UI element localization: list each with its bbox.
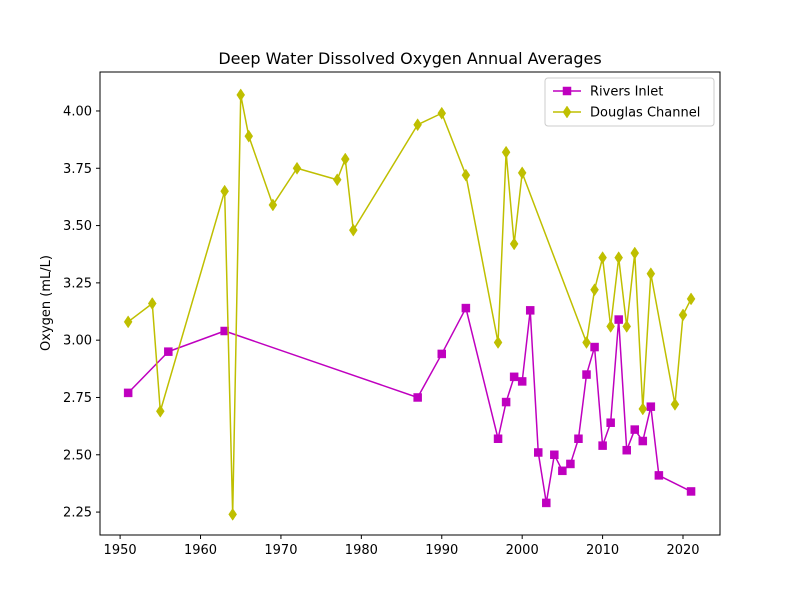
data-point-douglas-channel: [646, 267, 656, 281]
data-point-douglas-channel: [630, 246, 640, 260]
y-axis-title: Oxygen (mL/L): [39, 255, 54, 351]
y-tick-label: 4.00: [63, 104, 92, 119]
x-tick-label: 2010: [586, 543, 619, 558]
data-point-rivers-inlet: [574, 434, 583, 443]
legend-label-douglas-channel: Douglas Channel: [590, 106, 700, 121]
data-point-rivers-inlet: [566, 459, 575, 469]
data-point-douglas-channel: [493, 336, 503, 349]
data-point-douglas-channel: [517, 166, 527, 180]
data-point-douglas-channel: [622, 319, 632, 333]
x-tick-label: 2020: [666, 543, 699, 558]
x-tick-label: 1950: [104, 543, 137, 558]
data-point-douglas-channel: [244, 129, 254, 143]
data-point-douglas-channel: [678, 308, 688, 322]
data-point-douglas-channel: [292, 161, 302, 175]
x-tick-label: 2000: [506, 543, 539, 558]
data-point-douglas-channel: [236, 88, 246, 102]
data-point-douglas-channel: [582, 336, 591, 349]
y-tick-label: 3.50: [63, 219, 92, 234]
data-point-rivers-inlet: [550, 450, 559, 460]
y-tick-label: 3.75: [63, 162, 92, 177]
data-point-douglas-channel: [349, 223, 358, 237]
data-point-douglas-channel: [268, 198, 278, 212]
data-point-douglas-channel: [670, 397, 680, 411]
data-point-douglas-channel: [638, 402, 648, 416]
axes-frame: [99, 71, 721, 536]
y-tick-label: 2.50: [63, 448, 92, 463]
series-line-rivers-inlet: [127, 307, 692, 504]
data-point-rivers-inlet: [517, 377, 527, 386]
data-point-rivers-inlet: [123, 388, 133, 398]
y-tick-label: 2.25: [63, 506, 92, 521]
data-point-rivers-inlet: [686, 487, 696, 496]
plot-area: 1950 1960 1970 1980 1990 2000 2010 2020 2.25 2.50…: [63, 71, 721, 558]
x-tick-label: 1980: [345, 543, 378, 558]
data-point-douglas-channel: [147, 297, 157, 310]
data-point-douglas-channel: [228, 507, 237, 521]
data-point-rivers-inlet: [582, 370, 591, 379]
data-point-rivers-inlet: [164, 347, 173, 356]
data-point-rivers-inlet: [493, 434, 503, 443]
data-point-rivers-inlet: [509, 372, 519, 382]
x-tick-label: 1960: [184, 543, 217, 558]
data-point-douglas-channel: [590, 283, 599, 297]
data-point-douglas-channel: [606, 319, 615, 333]
data-point-douglas-channel: [501, 145, 511, 159]
data-point-rivers-inlet: [606, 418, 615, 427]
x-tick-label: 1990: [425, 543, 458, 558]
data-point-rivers-inlet: [542, 498, 551, 508]
data-point-rivers-inlet: [461, 303, 471, 313]
data-point-rivers-inlet: [558, 466, 567, 476]
y-tick-label: 3.25: [63, 276, 92, 291]
data-point-rivers-inlet: [501, 397, 511, 407]
legend-marker-rivers-inlet: [562, 86, 572, 96]
data-point-rivers-inlet: [646, 402, 656, 411]
chart-title: Deep Water Dissolved Oxygen Annual Avera…: [218, 49, 601, 68]
data-point-rivers-inlet: [614, 315, 623, 324]
data-point-douglas-channel: [340, 152, 350, 166]
data-point-douglas-channel: [598, 251, 607, 265]
y-tick-label: 3.00: [63, 334, 92, 349]
data-point-douglas-channel: [156, 404, 165, 418]
legend-label-rivers-inlet: Rivers Inlet: [590, 85, 663, 100]
data-point-rivers-inlet: [654, 471, 664, 480]
data-point-rivers-inlet: [590, 342, 599, 352]
data-point-douglas-channel: [686, 292, 696, 306]
y-tick-label: 2.75: [63, 391, 92, 406]
x-tick-label: 1970: [264, 543, 297, 558]
data-point-rivers-inlet: [437, 349, 447, 359]
data-point-douglas-channel: [332, 173, 342, 187]
data-point-douglas-channel: [220, 184, 229, 198]
data-point-rivers-inlet: [638, 436, 648, 446]
data-point-douglas-channel: [509, 237, 519, 251]
data-point-douglas-channel: [614, 251, 623, 265]
data-point-douglas-channel: [123, 315, 133, 329]
data-point-rivers-inlet: [525, 306, 535, 315]
data-point-rivers-inlet: [598, 441, 607, 450]
legend-box: [544, 77, 715, 127]
data-point-douglas-channel: [437, 106, 447, 120]
data-point-rivers-inlet: [622, 445, 631, 455]
data-point-douglas-channel: [413, 118, 422, 132]
legend-marker-douglas-channel: [562, 105, 572, 119]
data-point-rivers-inlet: [413, 393, 422, 402]
data-point-rivers-inlet: [630, 425, 640, 434]
data-point-rivers-inlet: [534, 448, 543, 457]
data-point-douglas-channel: [461, 168, 471, 182]
